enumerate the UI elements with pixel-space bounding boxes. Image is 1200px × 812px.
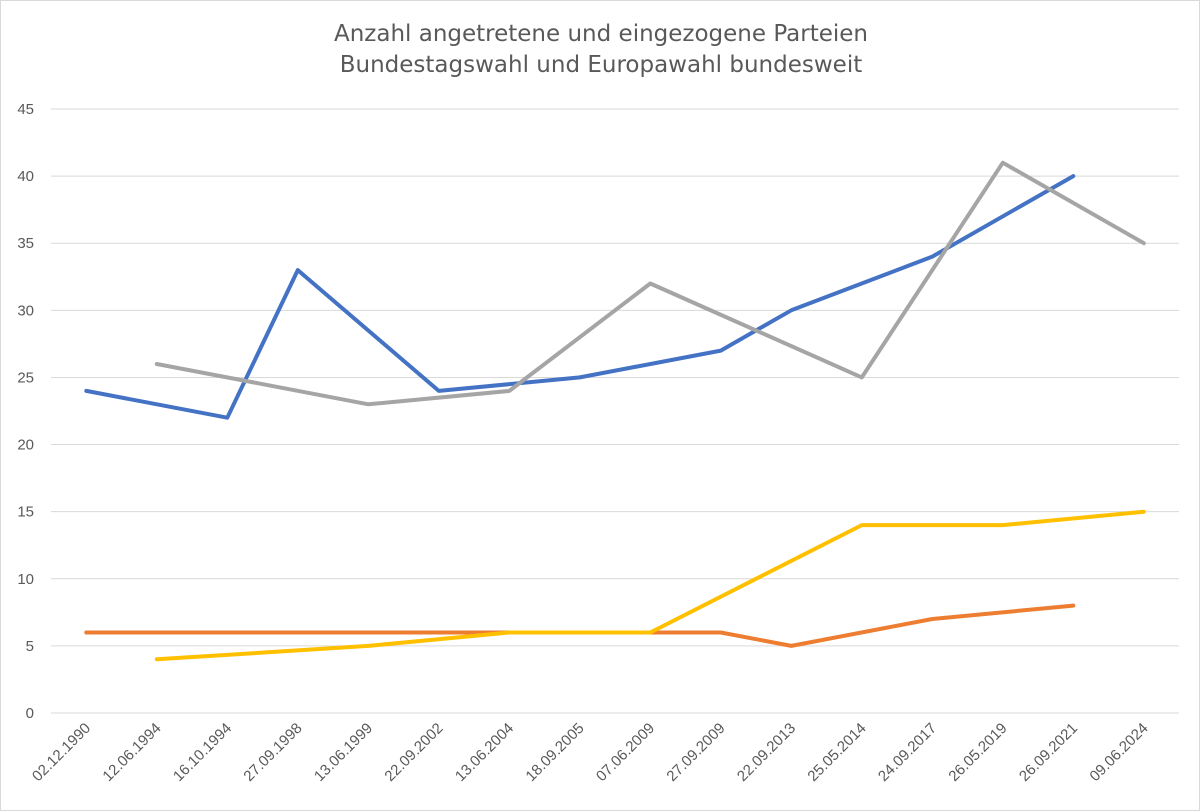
series-line-3 [84,603,1076,648]
x-tick-label: 18.09.2005 [522,720,587,785]
series-lines [84,160,1146,662]
x-tick-label: 26.05.2019 [945,720,1010,785]
x-tick-label: 07.06.2009 [593,720,658,785]
y-tick-label: 35 [17,235,34,252]
y-tick-label: 25 [17,369,34,386]
y-tick-label: 30 [17,302,34,319]
series-line-4 [154,509,1146,662]
y-tick-label: 15 [17,504,34,521]
series-line-1 [84,174,1076,420]
x-tick-label: 26.09.2021 [1016,720,1081,785]
x-tick-label: 09.06.2024 [1086,720,1151,785]
y-tick-label: 5 [26,638,34,655]
x-tick-label: 16.10.1994 [170,720,235,785]
x-tick-label: 22.09.2013 [734,720,799,785]
x-tick-label: 13.06.1999 [311,720,376,785]
x-tick-label: 27.09.2009 [663,720,728,785]
y-tick-label: 20 [17,437,34,454]
x-tick-label: 13.06.2004 [452,720,517,785]
y-tick-label: 40 [17,168,34,185]
x-tick-label: 24.09.2017 [875,720,940,785]
x-tick-label: 27.09.1998 [240,720,305,785]
x-tick-label: 25.05.2014 [804,720,869,785]
x-tick-label: 12.06.1994 [99,720,164,785]
chart-title-line-2: Bundestagswahl und Europawahl bundesweit [339,52,863,78]
chart-title-line-1: Anzahl angetretene und eingezogene Parte… [333,21,869,47]
chart-title: Anzahl angetretene und eingezogene Parte… [1,19,1200,81]
x-tick-label: 22.09.2002 [381,720,446,785]
y-tick-label: 45 [17,101,34,118]
gridlines [51,108,1179,714]
y-tick-label: 10 [17,571,34,588]
y-axis-ticks: 0 5 10 15 20 25 30 35 40 45 [17,101,34,722]
x-axis-ticks: 02.12.1990 12.06.1994 16.10.1994 27.09.1998… [29,720,1152,785]
series-line-2 [154,160,1146,407]
y-tick-label: 0 [26,705,34,722]
x-tick-label: 02.12.1990 [29,720,94,785]
